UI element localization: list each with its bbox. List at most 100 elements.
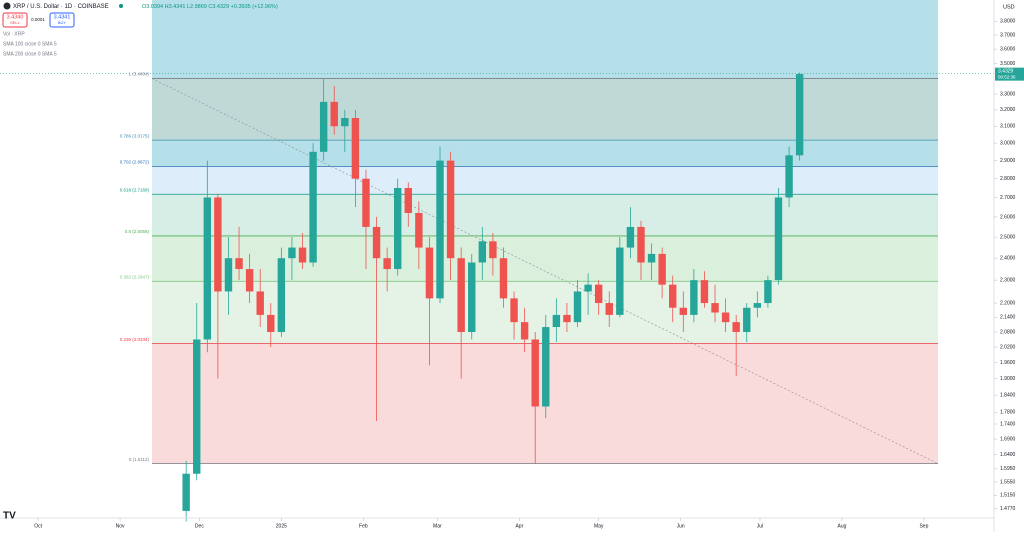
candle-body [669,284,677,308]
y-tick-label: 1.7400 [1000,421,1016,427]
candle-body [605,303,613,315]
candle-body [224,258,233,292]
candle-body [372,226,381,259]
x-tick-label: Sep [919,523,928,529]
y-tick-label: 1.5950 [1000,466,1016,472]
candle-body [309,151,317,263]
y-tick-label: 3.8000 [1000,19,1016,25]
candle-body [288,247,296,259]
buy-price: 3.4341 [54,14,71,20]
fib-band [152,140,938,167]
y-tick-label: 3.3000 [1000,91,1016,97]
candle-body [362,178,370,227]
ohlc: O3.0394 H3.4341 L2.9869 C3.4329 +0.3935 … [142,4,278,10]
x-tick-label: Mar [433,523,442,529]
fib-band [152,194,938,236]
candle-body [193,339,201,474]
y-tick-label: 2.1400 [1000,315,1016,321]
indicator-label: Vol · XRP [3,31,25,37]
spread: 0.0001 [31,17,45,22]
candle-body [446,160,455,259]
candle-body [436,160,444,299]
fib-label: 0.618 (2.7168) [120,187,150,192]
x-tick-label: 2025 [276,523,287,529]
currency: USD [1003,4,1015,10]
candle-body [182,473,190,511]
candle-body [542,327,550,407]
y-tick-label: 1.4770 [1000,506,1016,512]
candle-body [277,258,286,332]
plot-area: 1 (3.4004) 0.786 (3.0175) 0.702 (2.8672) 0.… [0,0,994,522]
sell-label: SELL [10,20,21,25]
candle-body [245,269,254,292]
candle-body [711,303,719,313]
candle-body [732,322,740,332]
candle-body [499,258,508,299]
countdown: 00:52:36 [998,74,1016,79]
fib-label: 0.236 (2.0334) [120,337,150,342]
candle-body [457,258,465,332]
candle-body [764,280,772,304]
x-tick-label: Apr [515,523,523,529]
y-tick-label: 2.0800 [1000,329,1016,335]
fib-label: 0.702 (2.8672) [120,160,150,165]
y-tick-label: 1.7800 [1000,410,1016,416]
candle-body [594,284,603,304]
candle-body [214,197,222,292]
last-price-label: 3.4329 [998,68,1014,74]
candle-body [425,247,434,299]
candle-body [341,117,349,127]
y-tick-label: 2.5000 [1000,234,1016,240]
x-tick-label: Feb [359,523,368,529]
candle-body [267,314,275,332]
fib-label: 0.786 (3.0175) [120,133,150,138]
symbol-icon [3,2,11,10]
x-tick-label: Jul [757,523,763,529]
candle-body [637,226,645,263]
logo: TV [3,511,16,522]
y-tick-label: 2.8000 [1000,176,1016,182]
sell-button[interactable] [2,12,28,28]
fib-band [152,0,938,79]
candle-body [647,253,656,263]
sell-price: 3.4340 [7,14,24,20]
x-tick-label: Aug [837,523,846,529]
symbol-title[interactable]: XRP / U.S. Dollar · 1D · COINBASE [13,4,109,10]
trend-line [151,78,939,464]
y-tick-label: 3.7000 [1000,32,1016,38]
y-tick-label: 1.9000 [1000,376,1016,382]
y-tick-label: 1.6400 [1000,452,1016,458]
candle-body [203,197,212,340]
fib-label: 0.5 (2.5058) [125,229,150,234]
x-tick-label: May [594,523,604,529]
candle-body [573,291,582,323]
candle-body [330,101,338,127]
candle-body [404,188,412,213]
candle-body [531,339,539,407]
fib-label: 1 (3.4004) [128,72,149,77]
candle-body [785,155,793,198]
candle-body [795,74,804,156]
candle-body [584,284,592,292]
candle-body [721,312,730,323]
candle-body [256,291,264,315]
x-tick-label: Nov [116,523,125,529]
indicator-label: SMA 100 close 0 SMA 5 [3,41,57,47]
candle-body [774,197,783,281]
candle-body [616,247,624,315]
fib-label: 0 (1.6112) [129,457,150,462]
y-tick-label: 1.9600 [1000,360,1016,366]
candle-body [351,117,360,179]
candle-body [298,247,307,263]
buy-button[interactable] [49,12,75,28]
status-dot [119,4,123,8]
y-tick-label: 2.9000 [1000,158,1016,164]
fib-band [152,78,938,141]
candle-body [235,258,243,270]
y-tick-label: 2.0200 [1000,344,1016,350]
candle-body [510,298,518,323]
y-tick-label: 1.6900 [1000,436,1016,442]
candle-body [626,226,635,248]
